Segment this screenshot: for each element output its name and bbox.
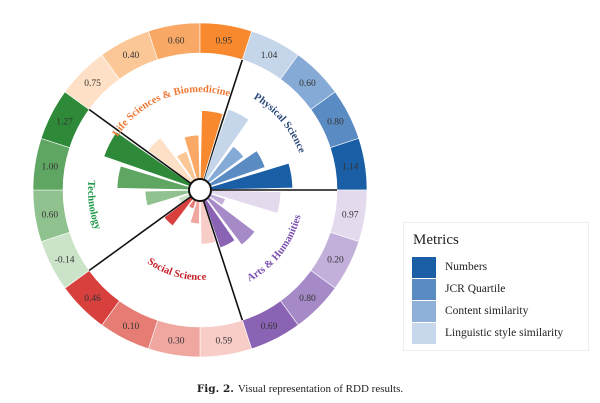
- ring-value-label: 0.30: [168, 337, 185, 347]
- ring-value-label: 0.75: [84, 79, 101, 89]
- ring-value-label: 0.40: [123, 51, 140, 61]
- sector-divider: [88, 108, 201, 191]
- ring-value-label: -0.14: [55, 256, 75, 266]
- sector-divider: [88, 189, 201, 272]
- bar-numbers: [163, 196, 194, 227]
- figure-caption: Fig. 2. Visual representation of RDD resu…: [0, 383, 600, 395]
- sector-label: Social Science: [145, 256, 207, 283]
- figure-number: Fig. 2.: [196, 383, 234, 395]
- legend-swatch: [412, 256, 436, 278]
- ring-value-label: 1.00: [42, 163, 59, 173]
- ring-value-label: 0.60: [299, 79, 316, 89]
- legend: Metrics Numbers JCR Quartile Content sim…: [403, 222, 589, 351]
- legend-swatch: [412, 278, 436, 300]
- legend-label: JCR Quartile: [445, 283, 506, 295]
- ring-value-label: 1.27: [56, 117, 73, 127]
- center-circle: [188, 178, 212, 202]
- sector-label: Arts & Humanities: [245, 214, 303, 285]
- radial-chart: 1.04 0.60 0.80 1.14 Physical Science 0.97 0.20…: [32, 22, 368, 358]
- ring-value-label: 0.10: [123, 322, 140, 332]
- ring-value-label: 1.14: [342, 163, 359, 173]
- sector-divider: [199, 59, 244, 191]
- ring-value-label: 0.20: [327, 256, 344, 266]
- sector-label: Physical Science: [252, 92, 307, 155]
- legend-item-linguistic-style-similarity: Linguistic style similarity: [412, 322, 563, 344]
- legend-swatch: [412, 322, 436, 344]
- legend-item-jcr-quartile: JCR Quartile: [412, 278, 505, 300]
- legend-item-numbers: Numbers: [412, 256, 487, 278]
- legend-swatch: [412, 300, 436, 322]
- ring-value-label: 0.80: [327, 117, 344, 127]
- legend-label: Content similarity: [445, 305, 529, 317]
- ring-value-label: 0.60: [42, 210, 59, 220]
- ring-value-label: 0.59: [215, 337, 232, 347]
- ring-value-label: 0.69: [261, 322, 278, 332]
- ring-value-label: 0.80: [299, 294, 316, 304]
- sector-divider: [199, 189, 244, 321]
- ring-value-label: 1.04: [261, 51, 278, 61]
- ring-value-label: 0.60: [168, 36, 185, 46]
- caption-text: Visual representation of RDD results.: [237, 383, 404, 395]
- legend-label: Numbers: [445, 261, 488, 273]
- ring-value-label: 0.95: [215, 36, 232, 46]
- ring-value-label: 0.46: [84, 294, 101, 304]
- sector-label: Technology: [85, 180, 103, 232]
- ring-value-label: 0.97: [342, 210, 359, 220]
- legend-label: Linguistic style similarity: [445, 327, 564, 339]
- legend-item-content-similarity: Content similarity: [412, 300, 528, 322]
- ring-cell: [199, 22, 252, 61]
- legend-title: Metrics: [413, 232, 459, 248]
